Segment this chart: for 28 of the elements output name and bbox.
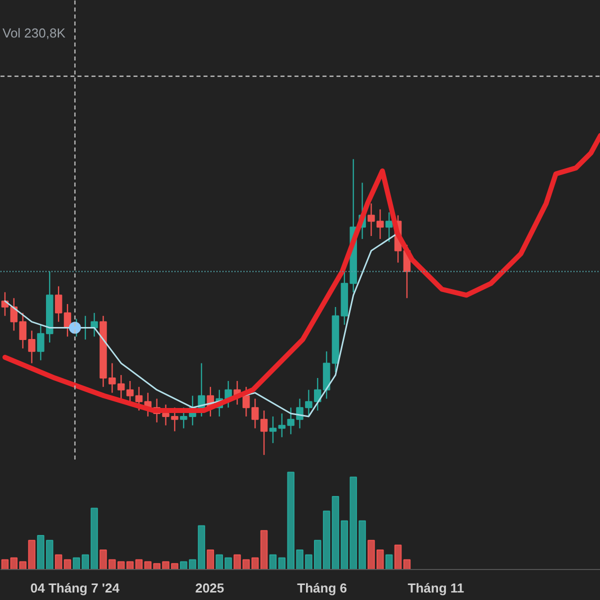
- bar: [126, 561, 134, 570]
- candlestick: [242, 386, 250, 418]
- candlestick: [54, 286, 62, 322]
- bar: [322, 510, 330, 570]
- bar: [332, 496, 340, 570]
- bar: [403, 559, 411, 570]
- x-tick-label: Tháng 11: [408, 580, 464, 596]
- bar: [1, 559, 9, 570]
- candlestick: [171, 406, 178, 432]
- bar: [260, 530, 268, 570]
- candlestick: [260, 410, 268, 456]
- bar: [198, 525, 206, 570]
- candlestick: [135, 386, 143, 412]
- x-tick-label: 04 Tháng 7 '24: [30, 580, 120, 596]
- candlestick: [385, 212, 393, 243]
- candlestick: [269, 416, 277, 444]
- bar: [135, 559, 143, 570]
- x-tick-label: Tháng 6: [297, 580, 348, 596]
- text: Vol 230,8K: [2, 26, 66, 40]
- x-tick-label: 2025: [195, 580, 224, 596]
- bar: [269, 554, 277, 570]
- bar: [394, 544, 402, 570]
- bar: [385, 554, 393, 570]
- bar: [64, 559, 72, 570]
- candlestick: [251, 398, 259, 429]
- candlestick: [28, 330, 36, 364]
- bar: [54, 554, 62, 570]
- bar: [206, 550, 214, 570]
